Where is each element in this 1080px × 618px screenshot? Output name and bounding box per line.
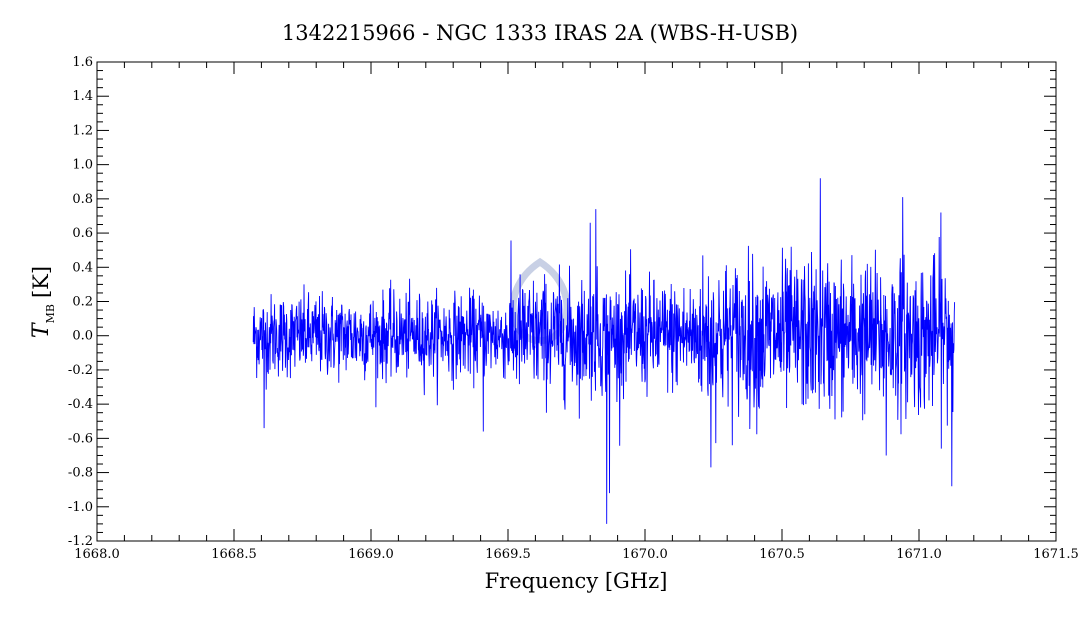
y-tick-label: 1.4 [72,89,93,104]
y-axis-label-symbol: T [29,321,54,338]
x-tick-label: 1669.0 [348,547,394,562]
y-tick-label: -1.2 [68,534,93,549]
x-tick-label: 1671.5 [1033,547,1079,562]
x-tick-label: 1668.0 [74,547,120,562]
y-tick-label: 0.0 [72,329,93,344]
y-tick-label: 1.2 [72,123,93,138]
x-tick-label: 1668.5 [211,547,257,562]
y-tick-label: 0.4 [72,260,93,275]
y-axis-label: TMB [K] [29,266,57,338]
y-axis: 1.6 1.4 1.2 1.0 0.8 0.6 0.4 0.2 0.0 -0.2 -0.4 -0.6 -… [68,55,1056,549]
y-axis-label-unit: [K] [29,266,53,298]
x-tick-label: 1669.5 [485,547,531,562]
x-tick-label: 1671.0 [896,547,942,562]
chart-title: 1342215966 - NGC 1333 IRAS 2A (WBS-H-USB… [282,21,798,45]
x-tick-label: 1670.5 [759,547,805,562]
y-tick-label: -0.4 [68,397,93,412]
plot-frame [96,61,1057,542]
x-tick-label: 1670.0 [622,547,668,562]
y-tick-label: -1.0 [68,500,93,515]
y-tick-label: -0.6 [68,431,93,446]
y-tick-label: 1.0 [72,158,93,173]
y-axis-label-subscript: MB [44,304,57,323]
x-axis: 1668.0 1668.5 1669.0 1669.5 1670.0 1670.5 1671… [74,62,1079,562]
watermark-logo [509,257,571,345]
y-tick-label: 0.2 [72,295,93,310]
y-tick-label: 0.8 [72,192,93,207]
spectrum-series [252,178,956,524]
spectrum-line [252,178,956,524]
y-tick-label: 1.6 [72,55,93,70]
y-tick-label: -0.8 [68,466,93,481]
watermark-ring [509,257,571,345]
x-axis-label: Frequency [GHz] [485,569,668,593]
y-tick-label: 0.6 [72,226,93,241]
y-tick-label: -0.2 [68,363,93,378]
